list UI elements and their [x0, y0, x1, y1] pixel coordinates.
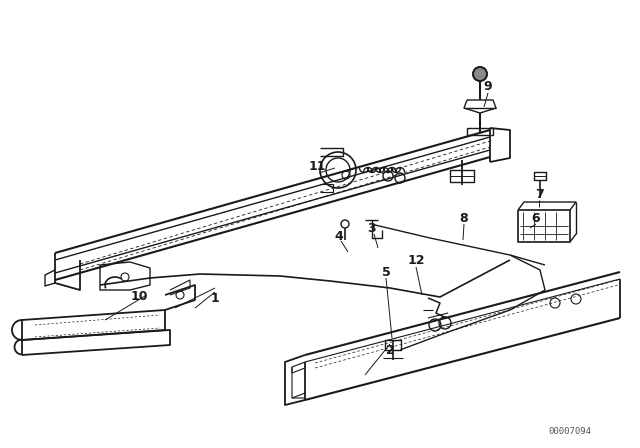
Circle shape — [473, 67, 487, 81]
Text: 10: 10 — [131, 289, 148, 302]
Text: 6: 6 — [532, 211, 540, 224]
Text: 12: 12 — [407, 254, 425, 267]
Text: 2: 2 — [386, 344, 394, 357]
Text: 9: 9 — [484, 81, 492, 94]
Text: 5: 5 — [381, 266, 390, 279]
Text: 11: 11 — [308, 160, 326, 173]
Text: 00007094: 00007094 — [548, 427, 591, 436]
Text: 7: 7 — [534, 188, 543, 201]
Text: 8: 8 — [460, 211, 468, 224]
Text: 4: 4 — [335, 229, 344, 242]
Text: 1: 1 — [211, 292, 220, 305]
Text: 3: 3 — [368, 221, 376, 234]
